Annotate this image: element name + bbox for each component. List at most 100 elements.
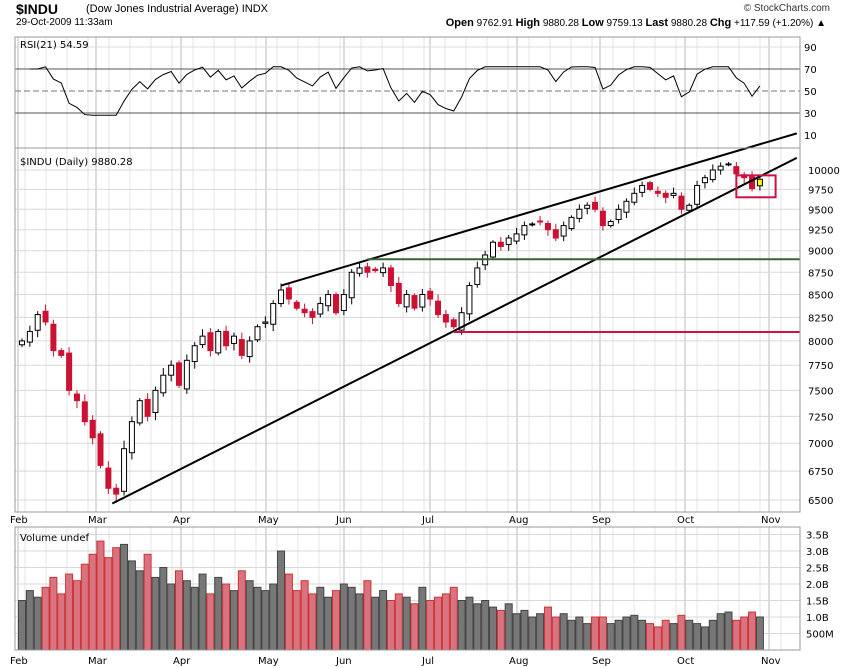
candle-body bbox=[364, 266, 371, 273]
candle-body bbox=[686, 204, 693, 211]
volume-bar bbox=[614, 619, 623, 651]
candle-body bbox=[34, 314, 41, 331]
candle-body bbox=[144, 398, 151, 417]
symbol: $INDU bbox=[16, 1, 59, 17]
candle-body bbox=[442, 314, 449, 323]
volume-bar bbox=[167, 583, 176, 651]
volume-bar bbox=[465, 596, 474, 651]
volume-bar bbox=[175, 570, 183, 651]
candle-body bbox=[136, 400, 143, 424]
last-value: 9880.28 bbox=[670, 18, 708, 29]
candle-body bbox=[113, 487, 120, 495]
candle-body bbox=[199, 335, 206, 346]
month-label: Apr bbox=[173, 656, 191, 667]
candle-body bbox=[505, 237, 512, 245]
volume-bar bbox=[528, 616, 537, 651]
candle-body bbox=[544, 222, 551, 231]
volume-bar bbox=[583, 623, 592, 651]
volume-bar bbox=[693, 623, 702, 651]
candle-body bbox=[694, 184, 701, 205]
volume-tick-label: 500M bbox=[806, 630, 834, 641]
candle-body bbox=[662, 192, 669, 198]
volume-bar bbox=[536, 613, 545, 651]
candle-body bbox=[592, 201, 599, 210]
volume-bar bbox=[41, 586, 50, 651]
volume-bar bbox=[716, 613, 725, 651]
volume-bar bbox=[190, 586, 199, 651]
candle-body bbox=[89, 419, 96, 439]
candle-body bbox=[42, 310, 49, 323]
volume-bar bbox=[700, 626, 709, 651]
month-label: Jun bbox=[335, 515, 352, 526]
volume-tick-label: 1.0B bbox=[806, 613, 829, 624]
volume-tick-label: 2.0B bbox=[806, 580, 829, 591]
price-tick-label: 7250 bbox=[808, 412, 833, 423]
volume-bar bbox=[434, 596, 443, 651]
volume-bar bbox=[269, 583, 278, 651]
volume-bar bbox=[520, 609, 529, 651]
volume-bar bbox=[551, 616, 560, 651]
volume-bar bbox=[410, 603, 419, 651]
volume-bar bbox=[159, 567, 168, 651]
candle-body bbox=[356, 267, 363, 274]
candle-body bbox=[246, 340, 253, 358]
candle-body bbox=[285, 287, 292, 300]
candle-body bbox=[176, 362, 182, 386]
candle-body bbox=[293, 301, 300, 309]
volume-bar bbox=[559, 613, 568, 651]
panel-border bbox=[14, 526, 801, 651]
brand: © StockCharts.com bbox=[743, 3, 830, 14]
volume-bar bbox=[88, 553, 97, 651]
candle-body bbox=[654, 190, 661, 194]
low-value: 9759.13 bbox=[606, 18, 643, 29]
price-title: $INDU (Daily) 9880.28 bbox=[20, 157, 133, 168]
volume-bar bbox=[96, 540, 105, 651]
price-tick-label: 9250 bbox=[808, 226, 833, 237]
price-tick-label: 7750 bbox=[808, 361, 833, 372]
candle-body bbox=[160, 374, 167, 394]
volume-bar bbox=[57, 593, 66, 651]
price-tick-label: 8750 bbox=[808, 268, 833, 279]
candle-body bbox=[647, 182, 653, 190]
month-label: Sep bbox=[592, 656, 611, 667]
month-label: Jun bbox=[335, 656, 352, 667]
candle-body bbox=[301, 308, 308, 314]
volume-bar bbox=[567, 619, 576, 651]
candle-body bbox=[380, 267, 387, 274]
candle-body bbox=[50, 323, 57, 352]
highlight-box bbox=[735, 174, 777, 199]
candle-body bbox=[419, 293, 426, 308]
volume-tick-label: 2.5B bbox=[806, 564, 829, 575]
candle-body bbox=[623, 200, 630, 213]
volume-bar bbox=[198, 573, 207, 651]
candle-body bbox=[607, 220, 614, 227]
candle-body bbox=[678, 195, 685, 210]
candle-body bbox=[215, 330, 222, 354]
candle-body bbox=[207, 332, 214, 352]
candle-body bbox=[223, 330, 230, 347]
volume-bar bbox=[496, 609, 505, 651]
volume-bar bbox=[598, 616, 607, 651]
volume-tick-label: 3.5B bbox=[806, 531, 829, 542]
candle-body bbox=[513, 233, 520, 242]
volume-bar bbox=[253, 586, 262, 651]
volume-bar bbox=[371, 596, 380, 651]
volume-bar bbox=[755, 616, 764, 651]
month-label: Mar bbox=[88, 515, 108, 526]
volume-bar bbox=[426, 600, 435, 651]
price-tick-label: 8250 bbox=[808, 313, 833, 324]
month-label: Feb bbox=[10, 515, 28, 526]
volume-bar bbox=[120, 543, 129, 651]
volume-bar bbox=[284, 573, 293, 651]
candle-body bbox=[262, 321, 269, 324]
candle-body bbox=[552, 229, 559, 239]
candle-body bbox=[238, 339, 245, 356]
price-tick-label: 7500 bbox=[808, 386, 833, 397]
volume-bar bbox=[379, 590, 388, 651]
candle-body bbox=[411, 295, 418, 309]
candle-body bbox=[325, 293, 332, 307]
candle-body bbox=[701, 177, 708, 184]
rsi-tick-label: 90 bbox=[804, 43, 817, 54]
month-label: Nov bbox=[761, 656, 781, 667]
volume-bar bbox=[347, 586, 356, 651]
